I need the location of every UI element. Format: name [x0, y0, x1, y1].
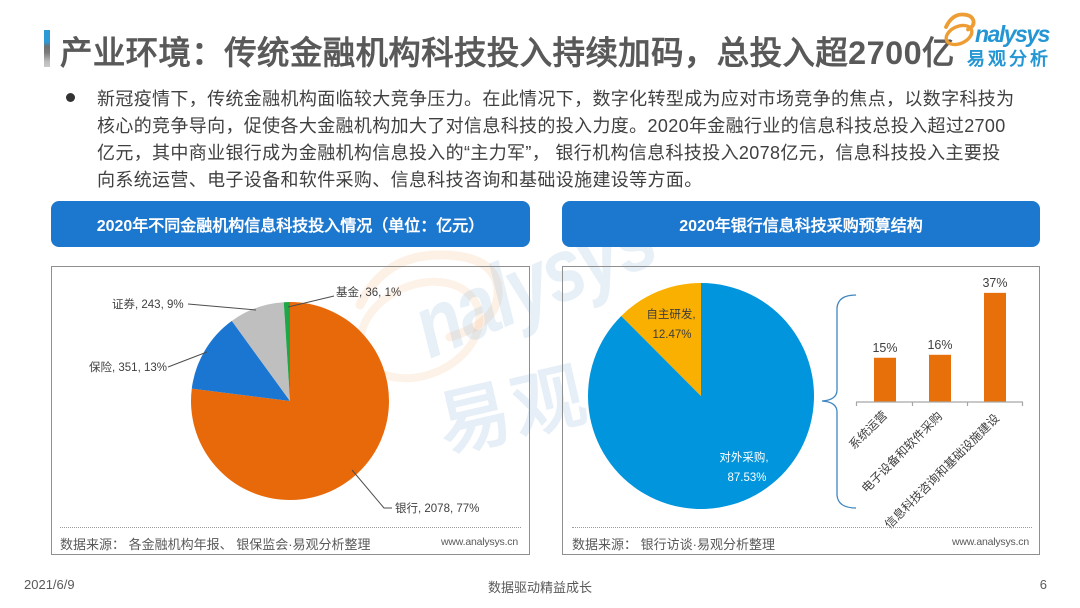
left-website-link[interactable]: www.analysys.cn: [441, 536, 518, 548]
summary-line: 新冠疫情下，传统金融机构面临较大竞争压力。在此情况下，数字化转型成为应对市场竞争…: [97, 89, 1015, 109]
logo-brand-text: nalysys: [975, 21, 1050, 47]
pie-slice: [621, 283, 701, 396]
bar-chart-bars: [874, 292, 1006, 402]
analysys-swirl-icon: [944, 12, 976, 47]
bar-cat-label: 系统运营: [846, 408, 890, 452]
summary-paragraph: 新冠疫情下，传统金融机构面临较大竞争压力。在此情况下，数字化转型成为应对市场竞争…: [97, 86, 1027, 194]
footer-page-number: 6: [1039, 577, 1047, 592]
right-pie-bar-chart: 自主研发, 12.47% 对外采购, 87.53% 15% 16% 37% 系统运营…: [587, 276, 1024, 531]
pie-label-selfdev-value: 12.47%: [652, 329, 691, 341]
bar: [874, 357, 896, 402]
pie-left-slices: [190, 302, 389, 500]
right-source-row: 数据来源： 银行访谈·易观分析整理 www.analysys.cn: [572, 534, 1032, 552]
footer-date: 2021/6/9: [24, 577, 75, 592]
slide-footer: 2021/6/9 数据驱动精益成长 6: [0, 575, 1080, 595]
bar-cat-label: 信息科技咨询和基础设施建设: [881, 411, 1002, 532]
leader-line-fund: [287, 295, 335, 308]
bar-value-label: 37%: [982, 276, 1007, 290]
bar-value-label: 16%: [927, 338, 952, 352]
pie-label-outsource-name: 对外采购,: [719, 450, 768, 464]
bar-category-labels: 系统运营 电子设备和软件采购 信息科技咨询和基础设施建设: [846, 408, 1002, 531]
pie-label-securities: 证券, 243, 9%: [112, 297, 184, 311]
right-chart-header: 2020年银行信息科技采购预算结构: [562, 201, 1040, 247]
left-chart-header: 2020年不同金融机构信息科技投入情况（单位：亿元）: [51, 201, 530, 247]
pie-label-bank: 银行, 2078, 77%: [395, 501, 479, 515]
summary-line: 向系统运营、电子设备和软件采购、信息科技咨询和基础设施建设等方面。: [97, 170, 703, 190]
pie-label-outsource-value: 87.53%: [727, 472, 766, 484]
left-source-divider: [60, 527, 521, 528]
pie-label-fund: 基金, 36, 1%: [336, 285, 401, 299]
left-source-row: 数据来源： 各金融机构年报、 银保监会·易观分析整理 www.analysys.…: [60, 534, 521, 552]
analysys-logo: nalysys 易观分析: [944, 12, 1051, 69]
left-chart-box: [51, 266, 530, 555]
summary-line: 核心的竞争导向，促使各大金融机构加大了对信息科技的投入力度。2020年金融行业的…: [97, 116, 1006, 136]
pie-slice: [283, 302, 290, 401]
leader-line-insurance: [167, 351, 208, 368]
summary-line: 亿元，其中商业银行成为金融机构信息投入的“主力军”， 银行机构信息科技投入207…: [97, 143, 1001, 163]
left-chart-title: 2020年不同金融机构信息科技投入情况（单位：亿元）: [96, 218, 485, 235]
bar-value-labels: 15% 16% 37%: [872, 276, 1007, 355]
right-chart-title: 2020年银行信息科技采购预算结构: [679, 218, 923, 235]
bullet-marker: [66, 93, 75, 102]
right-data-source: 数据来源： 银行访谈·易观分析整理: [572, 537, 775, 552]
pie-right-slices: [587, 283, 814, 509]
left-data-source: 数据来源： 各金融机构年报、 银保监会·易观分析整理: [60, 537, 371, 552]
right-source-divider: [572, 527, 1032, 528]
pie-slice: [191, 320, 290, 401]
right-website-link[interactable]: www.analysys.cn: [952, 536, 1029, 548]
leader-line-bank: [351, 469, 392, 509]
pie-slice: [231, 302, 290, 401]
leader-line-securities: [187, 303, 257, 311]
bar-chart-axis: [855, 401, 1024, 406]
pie-left-leader-lines: [167, 295, 392, 509]
footer-slogan: 数据驱动精益成长: [487, 580, 592, 595]
logo-swirl-tail: [944, 12, 976, 32]
title-accent-bar: [44, 30, 50, 67]
right-chart-box: [562, 266, 1040, 555]
pie-label-insurance: 保险, 351, 13%: [89, 360, 167, 374]
pie-label-selfdev-name: 自主研发,: [646, 307, 695, 321]
left-pie-chart: 证券, 243, 9% 基金, 36, 1% 保险, 351, 13% 银行, …: [89, 285, 479, 515]
brace-bracket: [821, 294, 857, 509]
bar-value-label: 15%: [872, 341, 897, 355]
logo-brand-cn: 易观分析: [967, 48, 1051, 69]
page-title: 产业环境：传统金融机构科技投入持续加码，总投入超2700亿: [60, 35, 955, 71]
bar: [984, 292, 1006, 402]
bar: [929, 354, 951, 402]
